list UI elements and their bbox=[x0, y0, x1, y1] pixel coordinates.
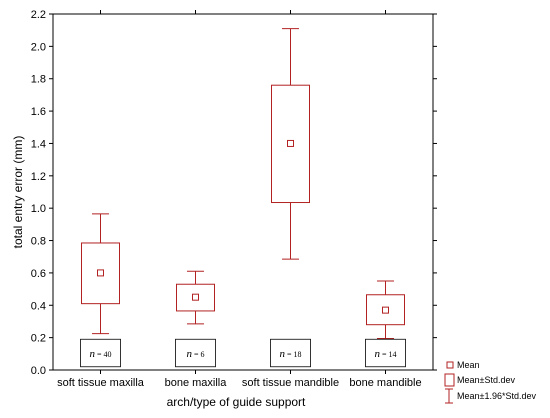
n-label-box bbox=[365, 338, 406, 368]
std-dev-box bbox=[366, 294, 405, 326]
y-tick-label: 2.0 bbox=[31, 41, 46, 53]
n-label-symbol: n bbox=[186, 348, 192, 360]
n-label-value: = 18 bbox=[285, 350, 302, 359]
y-tick-label: 1.6 bbox=[31, 106, 46, 118]
legend: Mean Mean±Std.dev Mean±1.96*Std.dev bbox=[444, 360, 536, 404]
legend-label-stddev: Mean±Std.dev bbox=[457, 375, 515, 385]
y-tick-label: 0.2 bbox=[31, 333, 46, 345]
y-tick-label: 0.0 bbox=[31, 365, 46, 377]
y-tick-label: 1.2 bbox=[31, 171, 46, 183]
legend-stddev-icon bbox=[444, 373, 455, 387]
n-label-box bbox=[80, 338, 121, 368]
n-label-value: = 40 bbox=[95, 350, 112, 359]
legend-mean-icon bbox=[446, 361, 454, 369]
y-tick-label: 1.8 bbox=[31, 74, 46, 86]
std-dev-box bbox=[81, 242, 120, 305]
x-axis-label: arch/type of guide support bbox=[167, 395, 306, 409]
mean-marker bbox=[287, 139, 294, 147]
mean-marker bbox=[192, 293, 199, 301]
x-tick-label: soft tissue mandible bbox=[242, 377, 339, 389]
n-label-symbol: n bbox=[374, 348, 380, 360]
legend-label-mean: Mean bbox=[457, 360, 480, 370]
std-dev-box bbox=[271, 84, 310, 204]
std-dev-box bbox=[176, 283, 215, 312]
x-tick-label: bone maxilla bbox=[165, 377, 228, 389]
y-tick-label: 1.4 bbox=[31, 138, 46, 150]
y-tick-label: 1.0 bbox=[31, 203, 46, 215]
x-tick-label: bone mandible bbox=[349, 377, 421, 389]
x-tick-label: soft tissue maxilla bbox=[57, 377, 145, 389]
n-label-symbol: n bbox=[89, 348, 95, 360]
n-label: n = 40 bbox=[89, 348, 111, 360]
plot-frame bbox=[52, 13, 434, 371]
y-tick-label: 0.8 bbox=[31, 236, 46, 248]
mean-marker bbox=[97, 269, 104, 277]
n-label: n = 18 bbox=[279, 348, 301, 360]
n-label-box bbox=[270, 338, 311, 368]
y-tick-label: 0.4 bbox=[31, 300, 46, 312]
y-axis-label: total entry error (mm) bbox=[11, 136, 25, 249]
plot-area: 0.0 0.2 0.4 0.6 0.8 1.0 1.2 1.4 1.6 1.8 2.0 2.2 soft… bbox=[31, 9, 437, 389]
mean-marker bbox=[382, 306, 389, 314]
n-label: n = 6 bbox=[186, 348, 204, 360]
legend-label-whisker: Mean±1.96*Std.dev bbox=[457, 391, 536, 401]
n-label-box bbox=[175, 338, 216, 368]
y-tick-label: 0.6 bbox=[31, 268, 46, 280]
n-label-symbol: n bbox=[279, 348, 285, 360]
y-tick-label: 2.2 bbox=[31, 9, 46, 21]
n-label-value: = 6 bbox=[192, 350, 205, 359]
n-label: n = 14 bbox=[374, 348, 396, 360]
n-label-value: = 14 bbox=[380, 350, 397, 359]
